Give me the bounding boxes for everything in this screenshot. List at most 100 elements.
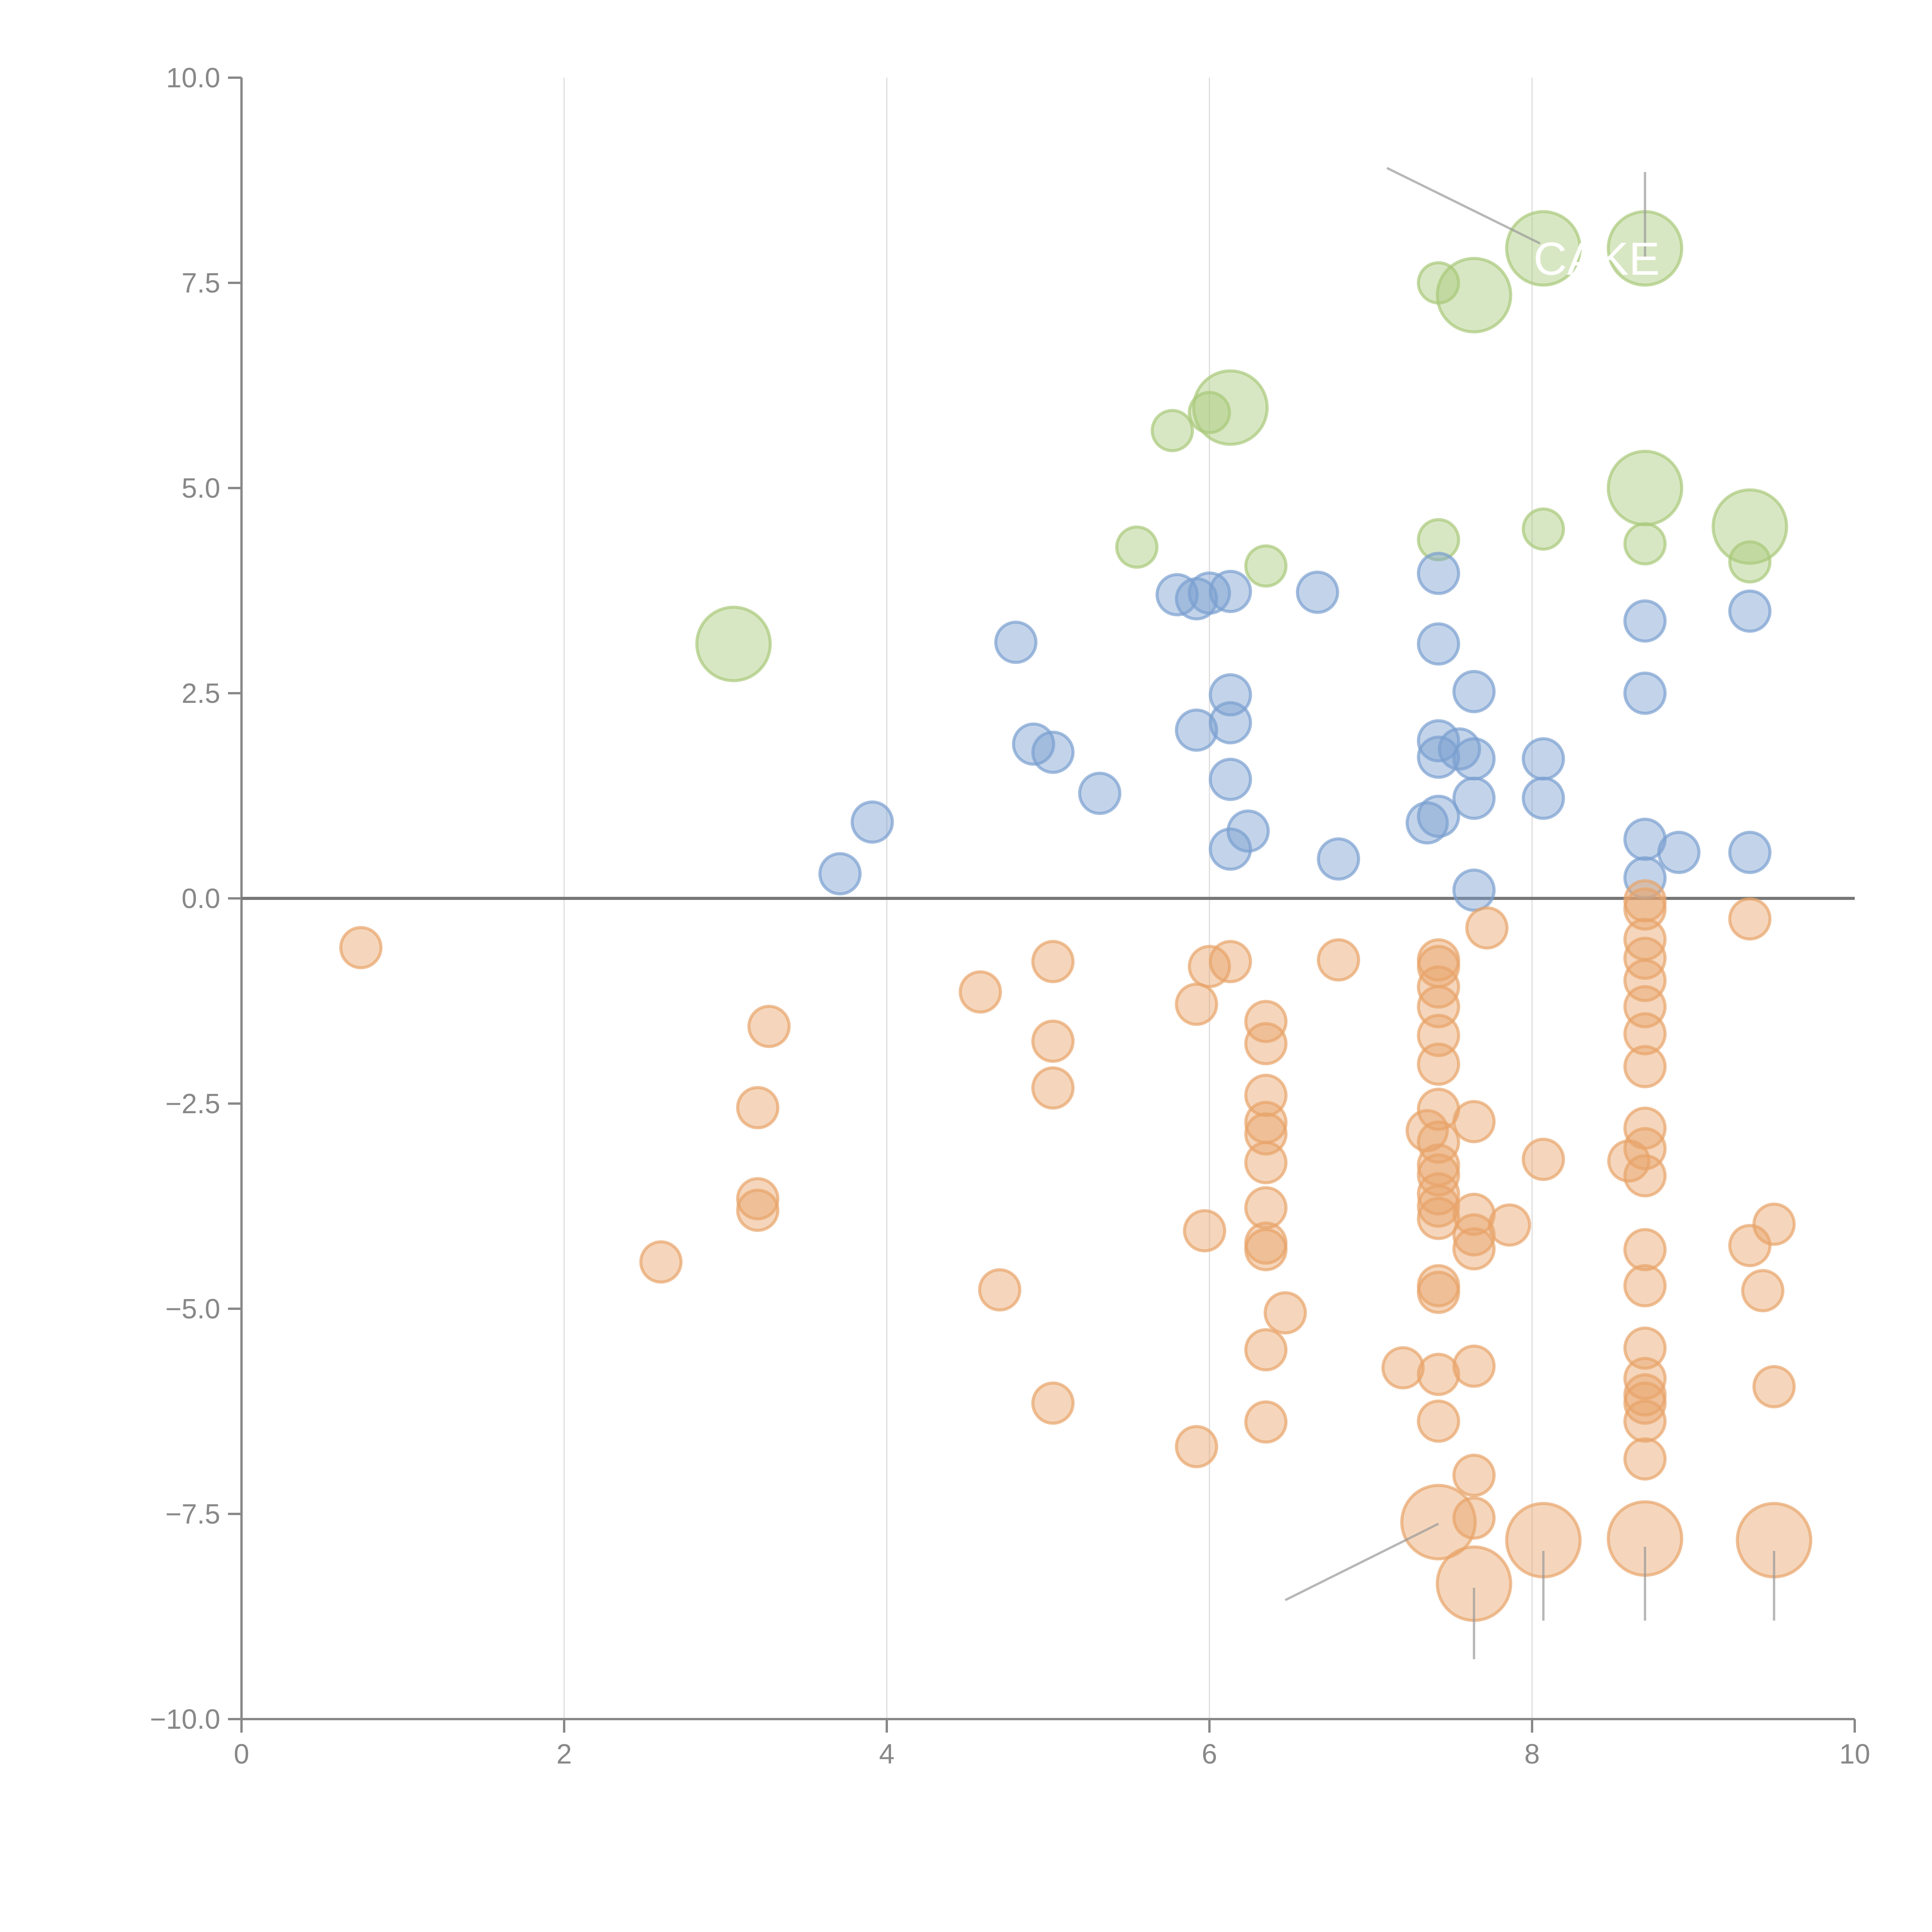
point-orange <box>1752 1202 1796 1246</box>
point-green <box>1244 544 1288 588</box>
point-orange <box>339 926 383 969</box>
x-tick-label: 6 <box>1202 1739 1217 1770</box>
point-orange <box>1623 1264 1667 1308</box>
point-orange <box>1623 1399 1667 1443</box>
point-green <box>1607 450 1684 526</box>
y-tick-label: 0.0 <box>182 883 220 914</box>
point-blue <box>1728 831 1772 874</box>
point-orange <box>1244 1328 1288 1372</box>
point-orange <box>1623 1154 1667 1197</box>
point-orange <box>1031 940 1075 983</box>
point-orange <box>1209 940 1252 983</box>
point-orange <box>1417 1172 1460 1216</box>
point-orange <box>1452 1344 1496 1388</box>
point-blue <box>1209 701 1252 745</box>
point-orange <box>1728 897 1772 941</box>
point-orange <box>978 1268 1022 1312</box>
point-blue <box>1452 737 1496 781</box>
point-orange <box>639 1240 683 1284</box>
x-tick-label: 2 <box>556 1739 572 1770</box>
point-orange <box>1452 1227 1496 1270</box>
point-orange <box>1244 1228 1288 1272</box>
point-blue <box>1522 737 1565 781</box>
point-orange <box>1752 1365 1796 1408</box>
y-tick-label: 2.5 <box>182 678 220 709</box>
point-orange <box>1417 1120 1460 1164</box>
point-blue <box>1522 776 1565 820</box>
point-green <box>1505 210 1582 287</box>
point-blue <box>1452 670 1496 713</box>
point-green <box>1192 369 1269 446</box>
point-green <box>1728 540 1772 584</box>
point-blue <box>1209 827 1252 871</box>
point-orange <box>1417 1184 1460 1228</box>
point-blue <box>1296 570 1339 614</box>
y-tick-label: 7.5 <box>182 268 220 299</box>
point-blue <box>1031 730 1075 774</box>
y-tick-label: 5.0 <box>182 473 220 504</box>
point-blue <box>1209 570 1252 613</box>
point-orange <box>1175 1425 1218 1468</box>
point-orange <box>1452 1100 1496 1143</box>
point-orange <box>1417 1352 1460 1396</box>
point-orange <box>1623 1357 1667 1400</box>
point-blue <box>1078 772 1122 815</box>
point-orange <box>1183 1209 1226 1253</box>
point-orange <box>1417 1399 1460 1443</box>
point-orange <box>1452 1213 1496 1257</box>
point-green <box>1417 518 1460 561</box>
point-orange <box>1244 1186 1288 1230</box>
point-orange <box>1031 1381 1075 1425</box>
point-orange <box>1465 906 1509 950</box>
point-blue <box>1452 868 1496 912</box>
point-orange <box>1488 1203 1531 1247</box>
x-tick-label: 4 <box>879 1739 895 1770</box>
x-tick-label: 10 <box>1839 1739 1870 1770</box>
point-blue <box>1623 599 1667 643</box>
point-orange <box>1175 982 1218 1026</box>
point-orange <box>1264 1291 1307 1335</box>
point-orange <box>1417 1270 1460 1314</box>
y-tick-label: −10.0 <box>150 1704 220 1735</box>
point-orange <box>736 1189 779 1232</box>
x-tick-label: 0 <box>234 1739 249 1770</box>
point-orange <box>1623 1228 1667 1272</box>
point-blue <box>1175 708 1218 752</box>
point-orange <box>959 970 1002 1014</box>
point-orange <box>1623 1381 1667 1425</box>
point-orange <box>1417 1197 1460 1240</box>
point-orange <box>736 1177 779 1221</box>
point-blue <box>850 800 894 844</box>
point-blue <box>1226 809 1270 853</box>
y-tick-label: −2.5 <box>165 1088 220 1119</box>
point-blue <box>1417 794 1460 838</box>
point-orange <box>1031 1066 1075 1110</box>
point-orange <box>1623 937 1667 980</box>
point-green <box>1711 488 1788 565</box>
point-orange <box>1244 1022 1288 1065</box>
point-orange <box>1623 1012 1667 1056</box>
point-blue <box>1417 622 1460 666</box>
point-orange <box>1452 1454 1496 1497</box>
point-blue <box>818 852 862 896</box>
y-tick-label: −5.0 <box>165 1294 220 1325</box>
point-orange <box>1623 1326 1667 1370</box>
point-blue <box>1657 831 1701 874</box>
point-orange <box>1623 1437 1667 1481</box>
point-green <box>1522 507 1565 551</box>
point-green <box>1188 391 1231 434</box>
point-orange <box>1381 1346 1425 1389</box>
point-orange <box>1244 1000 1288 1043</box>
point-blue <box>1417 551 1460 595</box>
leader-line <box>1284 1522 1439 1601</box>
point-blue <box>1317 837 1360 881</box>
point-blue <box>994 621 1037 664</box>
x-tick-label: 8 <box>1524 1739 1540 1770</box>
point-blue <box>1728 589 1772 633</box>
point-green <box>695 605 772 682</box>
point-blue <box>1623 672 1667 715</box>
point-green <box>1115 525 1159 569</box>
point-orange <box>1522 1138 1565 1181</box>
point-orange <box>736 1086 779 1129</box>
